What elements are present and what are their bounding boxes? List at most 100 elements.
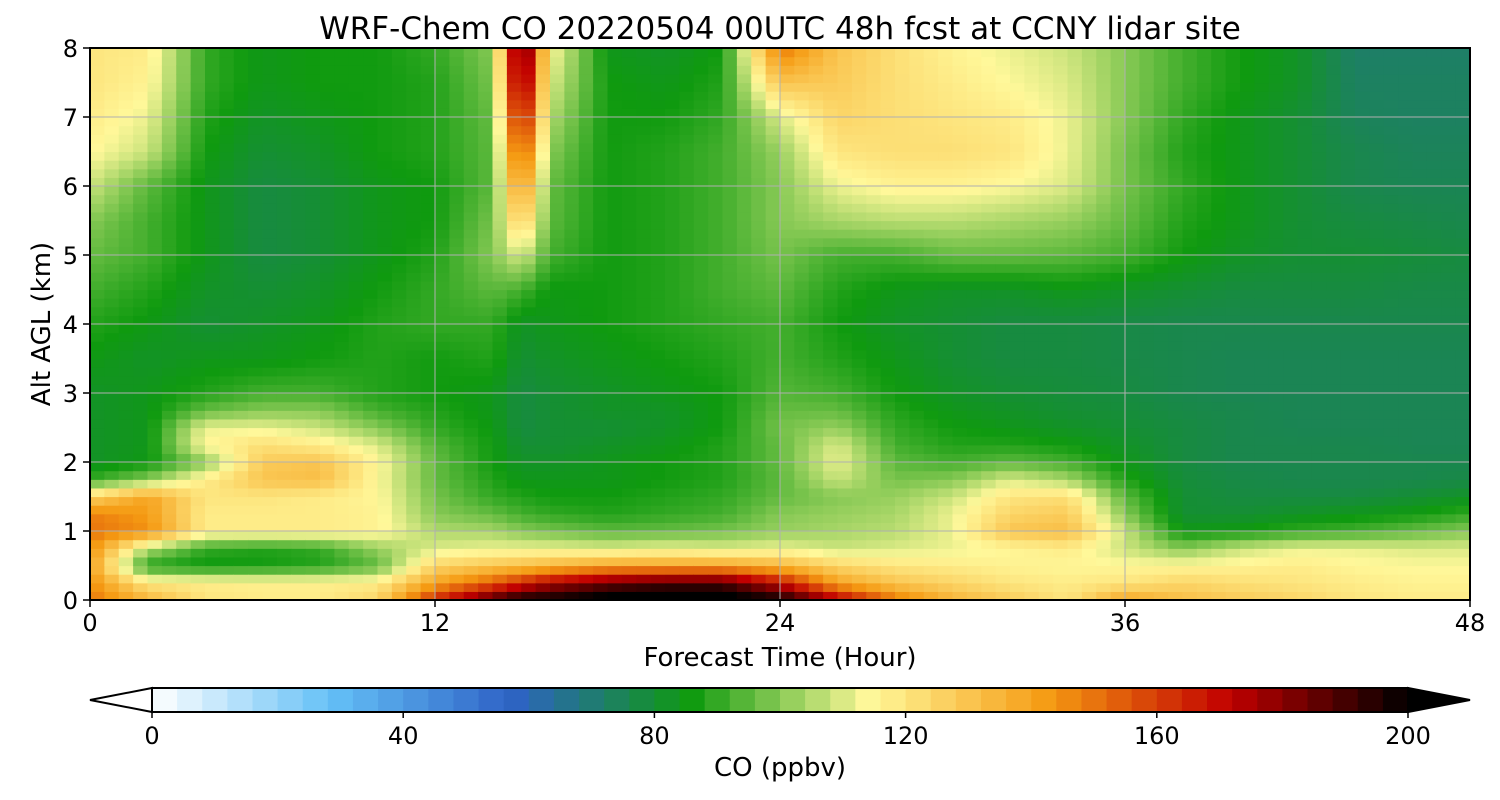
heatmap-cell (535, 574, 551, 584)
heatmap-cell (276, 99, 292, 109)
heatmap-cell (679, 539, 695, 549)
heatmap-cell (190, 444, 206, 454)
heatmap-cell (248, 203, 264, 213)
heatmap-cell (363, 531, 379, 541)
heatmap-cell (190, 82, 206, 92)
heatmap-cell (981, 332, 997, 342)
heatmap-cell (521, 82, 537, 92)
heatmap-cell (406, 134, 422, 144)
heatmap-cell (435, 99, 450, 109)
heatmap-cell (880, 280, 896, 291)
heatmap-cell (305, 574, 321, 584)
heatmap-cell (736, 134, 752, 144)
heatmap-cell (363, 548, 379, 558)
heatmap-cell (995, 229, 1011, 239)
heatmap-cell (593, 211, 609, 222)
heatmap-cell (1182, 160, 1198, 170)
heatmap-cell (463, 160, 479, 170)
heatmap-cell (995, 56, 1011, 66)
heatmap-cell (334, 255, 350, 265)
heatmap-cell (665, 108, 680, 118)
heatmap-cell (1153, 436, 1169, 446)
heatmap-cell (952, 203, 968, 213)
heatmap-cell (363, 315, 379, 325)
heatmap-cell (1067, 453, 1083, 463)
heatmap-cell (435, 117, 450, 127)
heatmap-cell (463, 117, 479, 127)
heatmap-cell (1139, 289, 1155, 299)
heatmap-cell (391, 220, 407, 230)
heatmap-cell (578, 263, 594, 273)
heatmap-cell (377, 160, 393, 170)
heatmap-cell (794, 591, 810, 601)
heatmap-cell (765, 522, 781, 532)
heatmap-cell (1139, 436, 1155, 446)
heatmap-cell (435, 160, 450, 170)
heatmap-cell (966, 125, 982, 135)
heatmap-cell (1125, 401, 1140, 411)
heatmap-cell (1139, 117, 1155, 127)
heatmap-cell (449, 487, 465, 498)
heatmap-cell (521, 375, 537, 385)
heatmap-cell (1053, 418, 1069, 429)
heatmap-cell (1053, 125, 1069, 135)
heatmap-cell (693, 211, 709, 222)
heatmap-cell (866, 375, 882, 385)
heatmap-cell (751, 505, 767, 515)
heatmap-cell (621, 358, 637, 368)
heatmap-cell (406, 168, 422, 178)
heatmap-cell (348, 341, 364, 351)
heatmap-cell (262, 108, 278, 118)
heatmap-cell (1053, 513, 1069, 523)
heatmap-cell (449, 556, 465, 567)
heatmap-cell (248, 410, 264, 420)
heatmap-cell (837, 349, 853, 360)
heatmap-cell (219, 272, 235, 282)
heatmap-cell (665, 263, 680, 273)
heatmap-cell (1067, 332, 1083, 342)
heatmap-cell (780, 237, 795, 247)
heatmap-cell (1139, 531, 1155, 541)
heatmap-cell (636, 574, 652, 584)
heatmap-cell (506, 496, 522, 506)
heatmap-cell (823, 349, 839, 360)
heatmap-cell (780, 48, 795, 58)
heatmap-cell (736, 177, 752, 187)
heatmap-cell (966, 315, 982, 325)
heatmap-cell (435, 470, 450, 480)
heatmap-cell (880, 82, 896, 92)
heatmap-cell (363, 358, 379, 368)
heatmap-cell (736, 548, 752, 558)
heatmap-cell (104, 134, 120, 144)
heatmap-cell (636, 91, 652, 101)
heatmap-cell (521, 462, 537, 472)
heatmap-cell (966, 246, 982, 256)
heatmap-cell (751, 263, 767, 273)
heatmap-cell (1110, 410, 1126, 420)
heatmap-cell (262, 539, 278, 549)
heatmap-cell (449, 289, 465, 299)
heatmap-cell (478, 237, 494, 247)
heatmap-cell (751, 186, 767, 196)
heatmap-cell (621, 453, 637, 463)
heatmap-cell (377, 582, 393, 592)
heatmap-cell (1125, 99, 1140, 109)
heatmap-cell (190, 186, 206, 196)
heatmap-cell (923, 393, 939, 403)
heatmap-cell (837, 513, 853, 523)
heatmap-cell (334, 263, 350, 273)
heatmap-cell (521, 65, 537, 75)
heatmap-cell (679, 358, 695, 368)
heatmap-cell (118, 349, 134, 360)
heatmap-cell (1053, 556, 1069, 567)
heatmap-cell (492, 56, 508, 66)
heatmap-cell (794, 108, 810, 118)
heatmap-cell (305, 315, 321, 325)
heatmap-cell (420, 479, 436, 489)
heatmap-cell (334, 108, 350, 118)
heatmap-cell (1067, 531, 1083, 541)
heatmap-cell (736, 565, 752, 575)
heatmap-cell (923, 117, 939, 127)
heatmap-cell (262, 177, 278, 187)
heatmap-cell (118, 186, 134, 196)
